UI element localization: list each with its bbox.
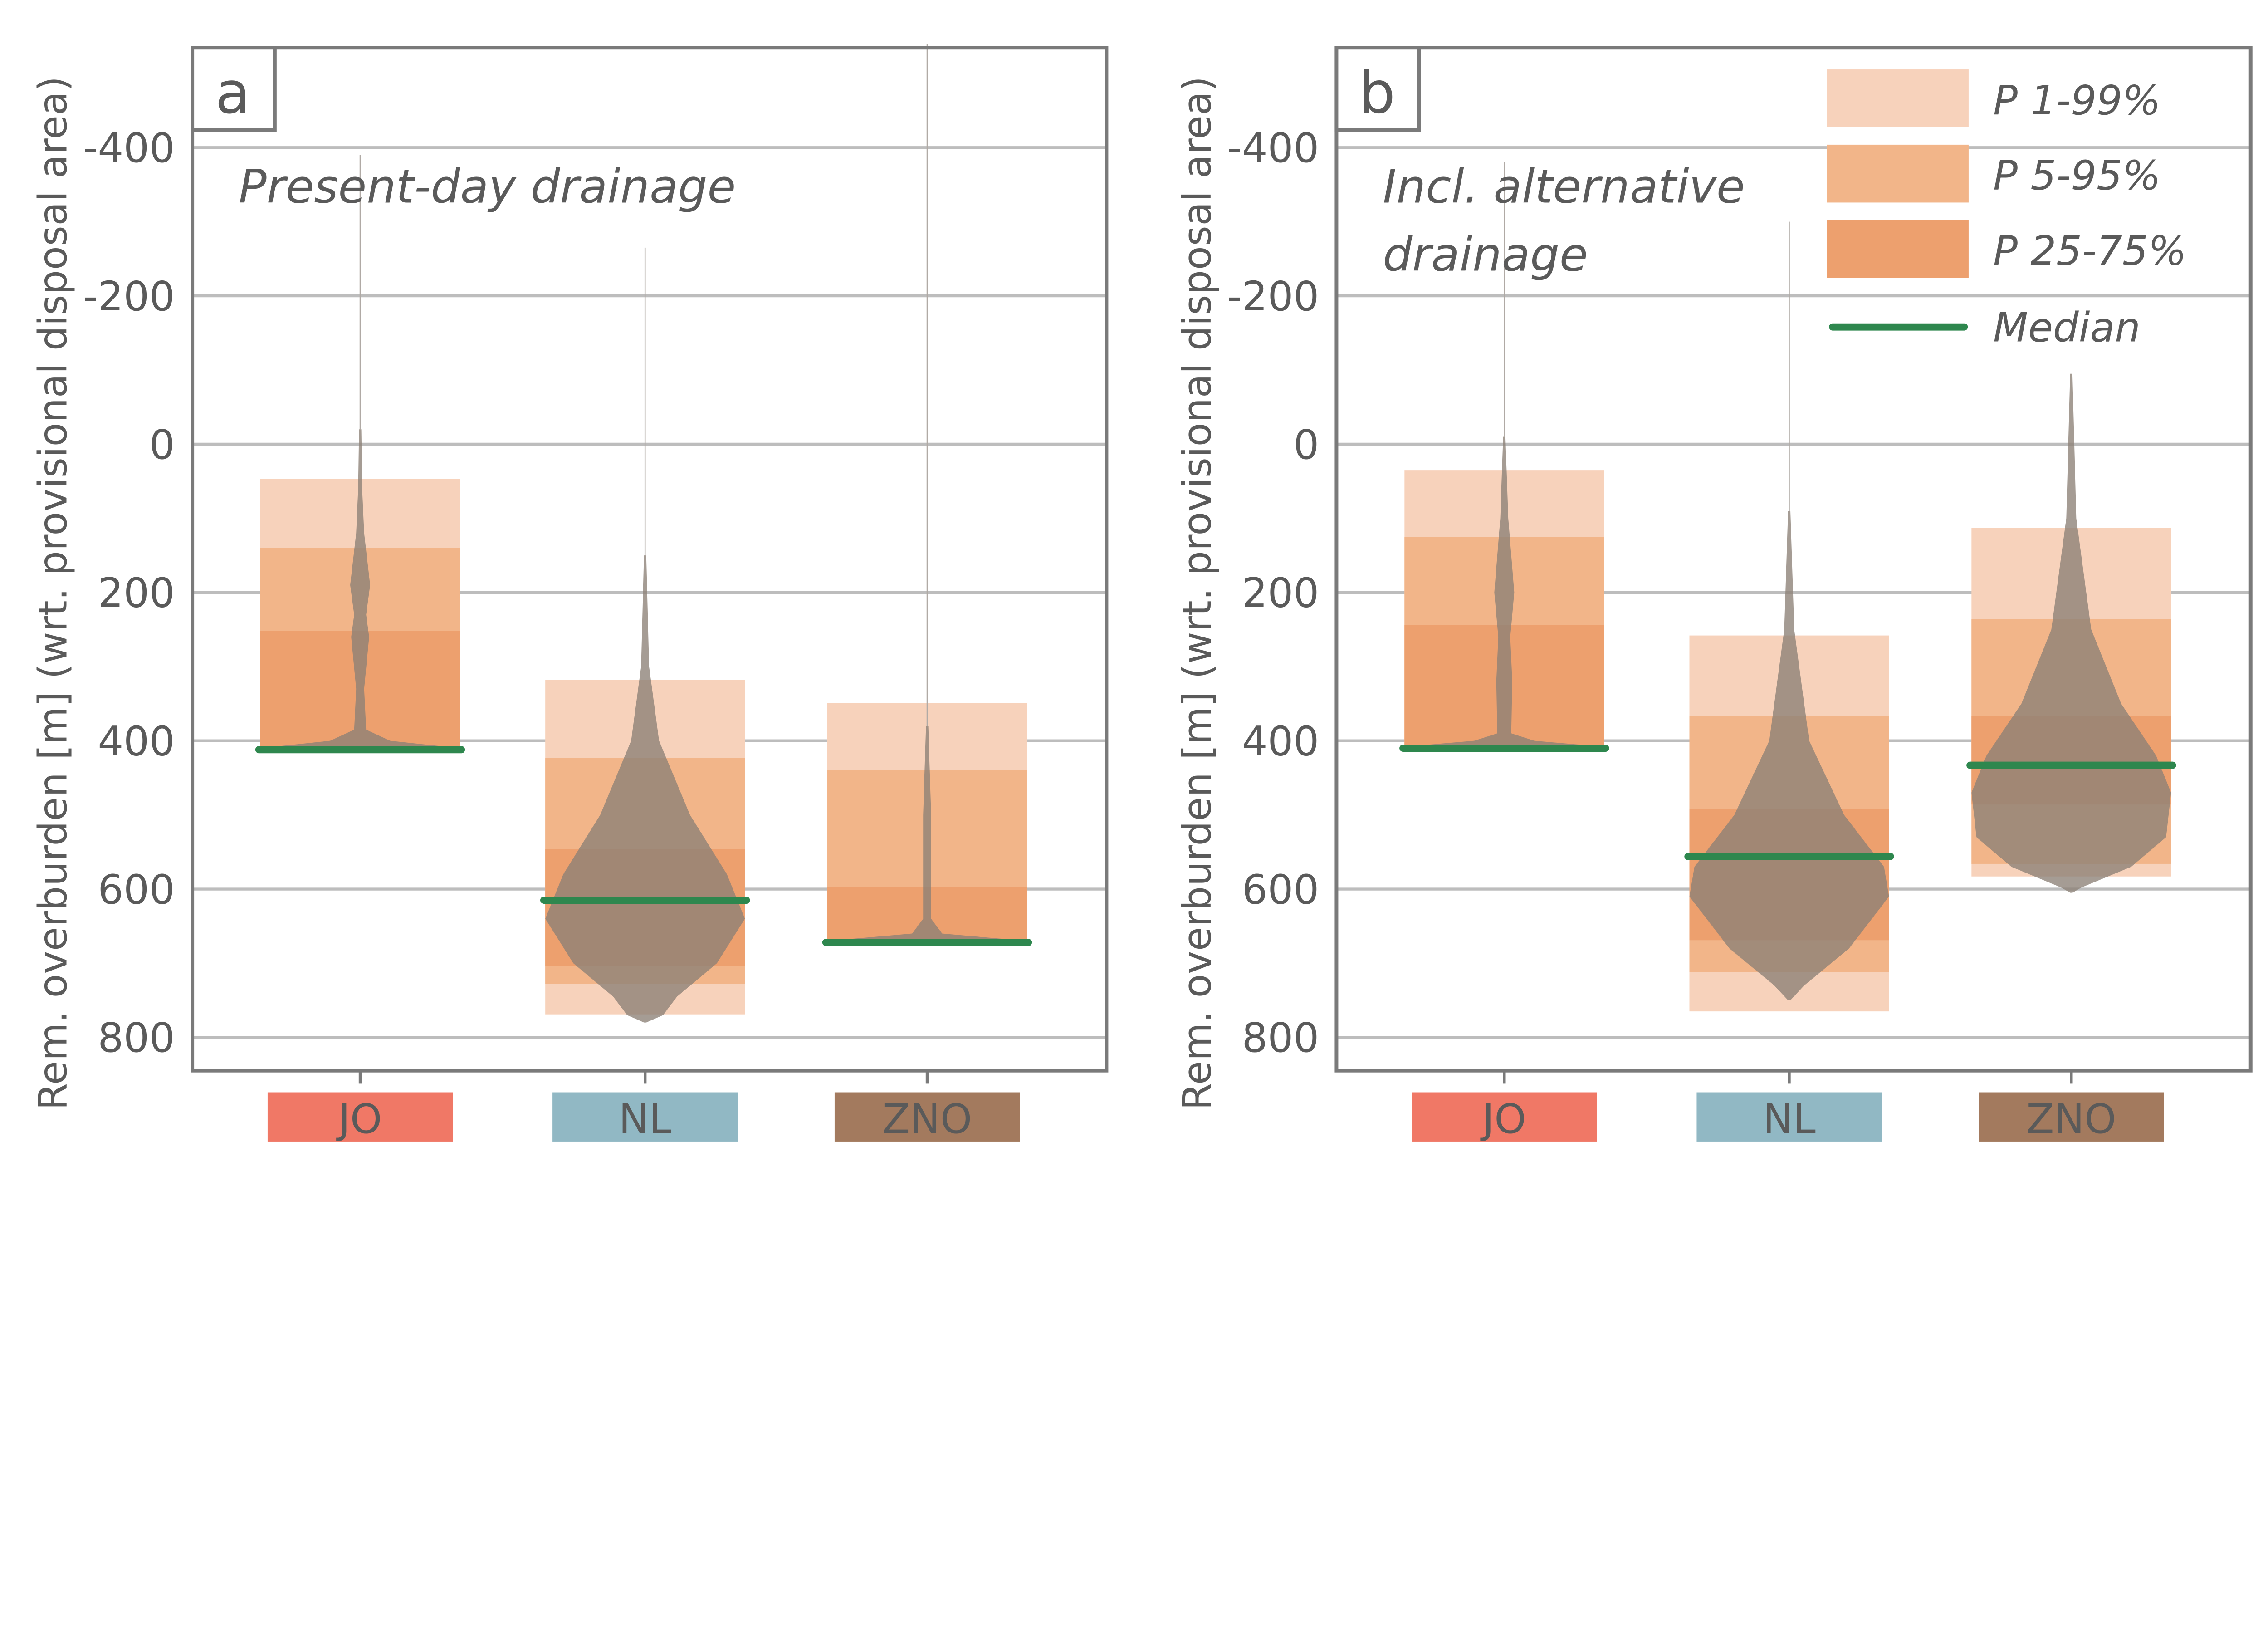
- group-JO: [255, 155, 465, 754]
- group-NL: [1684, 221, 1894, 1012]
- y-tick-label: 400: [1242, 718, 1319, 765]
- violin: [827, 725, 1027, 945]
- legend-label: Median: [1993, 304, 2141, 352]
- category-box-JO: [267, 1092, 453, 1142]
- category-label: ZNO: [882, 1096, 972, 1143]
- violin: [260, 429, 460, 752]
- figure: Rem. overburden [m] (wrt. provisional di…: [31, 44, 2253, 1143]
- category-label: ZNO: [2026, 1096, 2116, 1143]
- panel-annotation: Incl. alternative: [1383, 160, 1745, 214]
- panels: -400 -200 0 200 400 600 800 JO NL ZNO a Present-day…: [83, 44, 2253, 1143]
- panel-label-box: [1334, 46, 1421, 132]
- category-box-NL: [552, 1092, 738, 1142]
- legend: P 1-99% P 5-95% P 25-75% Median: [1827, 69, 2187, 352]
- category-label: NL: [619, 1096, 672, 1143]
- legend-swatch: [1827, 220, 1969, 278]
- panel-a: -400 -200 0 200 400 600 800 JO NL ZNO a Present-day…: [83, 44, 1109, 1143]
- group-ZNO: [822, 44, 1032, 946]
- panel-label: b: [1359, 60, 1395, 127]
- y-tick-label: 400: [98, 718, 175, 765]
- group-ZNO: [1966, 373, 2176, 893]
- y-axis-label-b: Rem. overburden [m] (wrt. provisional di…: [1175, 76, 1220, 1110]
- legend-label: P 1-99%: [1993, 77, 2161, 124]
- category-box-NL: [1696, 1092, 1882, 1142]
- y-tick-label: 200: [98, 570, 175, 617]
- violin: [545, 555, 745, 1023]
- y-tick-label: -200: [1227, 273, 1320, 320]
- panel-label-box: [191, 46, 277, 132]
- legend-swatch: [1827, 144, 1969, 203]
- y-tick-label: 200: [1242, 570, 1319, 617]
- y-tick-label: 0: [1293, 422, 1319, 469]
- y-tick-label: 800: [98, 1015, 175, 1062]
- category-box-ZNO: [1979, 1092, 2164, 1142]
- y-tick-label: 600: [1242, 866, 1319, 913]
- group-JO: [1399, 162, 1609, 752]
- panel-label: a: [215, 60, 250, 127]
- panel-b: -400 -200 0 200 400 600 800 JO NL ZNO b Incl. alter…: [1227, 46, 2253, 1143]
- category-label: JO: [1480, 1096, 1526, 1143]
- violin: [1404, 436, 1604, 750]
- y-tick-label: -200: [83, 273, 175, 320]
- y-tick-label: 0: [149, 422, 175, 469]
- y-tick-label: 800: [1242, 1015, 1319, 1062]
- panel-annotation: Present-day drainage: [239, 160, 736, 214]
- y-tick-label: 600: [98, 866, 175, 913]
- legend-label: P 25-75%: [1993, 228, 2186, 275]
- category-box-ZNO: [834, 1092, 1020, 1142]
- legend-swatch: [1827, 69, 1969, 127]
- y-axis-label: Rem. overburden [m] (wrt. provisional di…: [31, 76, 76, 1110]
- y-tick-label: -400: [1227, 125, 1320, 172]
- panel-annotation: drainage: [1383, 228, 1588, 282]
- plot-frame: [1334, 46, 2253, 1073]
- plot-frame: [191, 46, 1109, 1073]
- category-box-JO: [1412, 1092, 1597, 1142]
- violin: [1689, 511, 1889, 1000]
- group-NL: [540, 247, 750, 1023]
- category-label: JO: [336, 1096, 382, 1143]
- category-label: NL: [1763, 1096, 1816, 1143]
- legend-label: P 5-95%: [1993, 152, 2161, 200]
- y-tick-label: -400: [83, 125, 175, 172]
